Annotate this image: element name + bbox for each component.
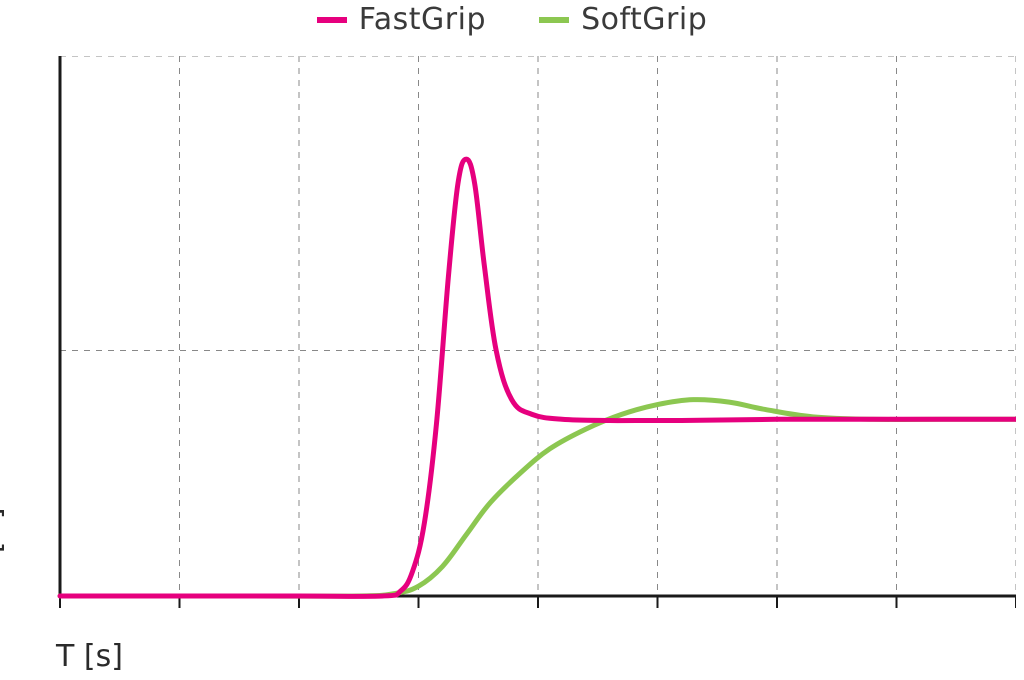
chart-container: FastGrip SoftGrip F [N] T [s] — [0, 0, 1024, 680]
legend-swatch-softgrip — [539, 17, 569, 23]
gridlines — [60, 56, 1016, 596]
legend-swatch-fastgrip — [317, 17, 347, 23]
legend-label-softgrip: SoftGrip — [581, 2, 707, 37]
x-axis-label: T [s] — [56, 639, 123, 674]
legend-item-softgrip: SoftGrip — [539, 2, 707, 37]
legend: FastGrip SoftGrip — [0, 2, 1024, 37]
plot-area — [56, 56, 1016, 616]
legend-item-fastgrip: FastGrip — [317, 2, 486, 37]
y-axis-label: F [N] — [0, 507, 8, 580]
legend-label-fastgrip: FastGrip — [359, 2, 486, 37]
